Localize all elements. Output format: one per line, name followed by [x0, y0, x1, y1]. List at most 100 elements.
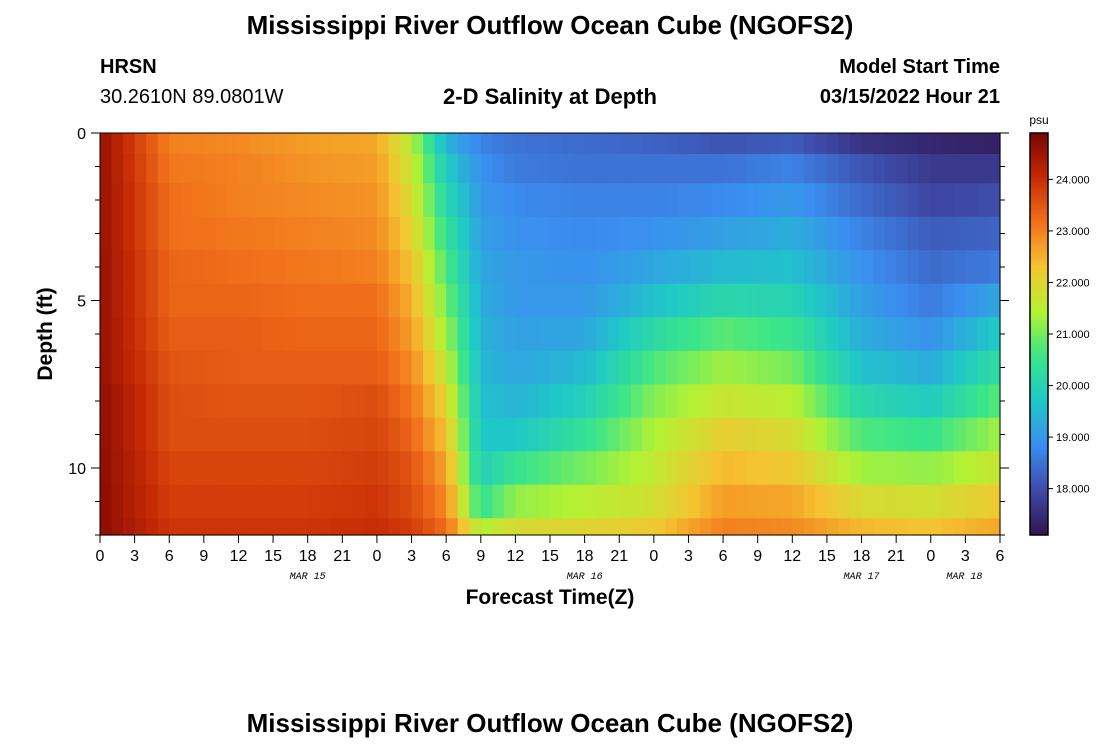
heatmap-cell	[146, 216, 159, 251]
heatmap-cell	[930, 216, 943, 251]
heatmap-cell	[434, 133, 447, 155]
heatmap-cell	[146, 133, 159, 155]
heatmap-cell	[584, 518, 597, 536]
heatmap-cell	[965, 183, 978, 218]
heatmap-cell	[746, 250, 759, 285]
heatmap-cell	[919, 283, 932, 318]
heatmap-cell	[630, 250, 643, 285]
heatmap-cell	[619, 384, 632, 419]
heatmap-cell	[573, 133, 586, 155]
heatmap-cell	[688, 350, 701, 385]
heatmap-cell	[250, 153, 263, 184]
heatmap-cell	[457, 283, 470, 318]
heatmap-cell	[123, 484, 136, 519]
heatmap-cell	[838, 317, 851, 352]
heatmap-cell	[584, 283, 597, 318]
heatmap-cell	[573, 153, 586, 184]
heatmap-cell	[607, 317, 620, 352]
heatmap-cell	[619, 518, 632, 536]
heatmap-cell	[884, 350, 897, 385]
heatmap-cell	[203, 250, 216, 285]
heatmap-cell	[711, 451, 724, 486]
heatmap-cell	[780, 350, 793, 385]
heatmap-cell	[457, 384, 470, 419]
y-tick-label: 10	[68, 461, 86, 478]
heatmap-cell	[907, 518, 920, 536]
heatmap-cell	[861, 153, 874, 184]
heatmap-cell	[976, 216, 990, 251]
heatmap-cell	[642, 183, 655, 218]
heatmap-cell	[884, 283, 897, 318]
heatmap-cell	[976, 283, 990, 318]
heatmap-cell	[700, 183, 713, 218]
heatmap-cell	[896, 153, 909, 184]
x-tick-label: 6	[719, 548, 728, 565]
heatmap-cell	[976, 350, 990, 385]
heatmap-cell	[180, 518, 193, 536]
heatmap-cell	[203, 133, 216, 155]
heatmap-cell	[700, 133, 713, 155]
heatmap-cell	[250, 484, 263, 519]
heatmap-cell	[203, 153, 216, 184]
heatmap-cell	[988, 216, 1001, 251]
heatmap-cell	[434, 417, 447, 452]
heatmap-cell	[607, 153, 620, 184]
heatmap-cell	[907, 153, 920, 184]
heatmap-cell	[388, 153, 401, 184]
heatmap-cell	[169, 283, 182, 318]
colorbar-tick-label: 21.000	[1056, 329, 1090, 341]
heatmap-cell	[769, 250, 782, 285]
heatmap-cell	[526, 216, 540, 251]
heatmap-cell	[734, 384, 747, 419]
heatmap-cell	[307, 216, 320, 251]
heatmap-cell	[676, 216, 690, 251]
heatmap-cell	[711, 417, 724, 452]
x-tick-label: 0	[372, 548, 381, 565]
heatmap-cell	[123, 518, 136, 536]
heatmap-cell	[711, 384, 724, 419]
heatmap-cell	[157, 153, 170, 184]
heatmap-cell	[134, 484, 147, 519]
heatmap-cell	[665, 417, 678, 452]
heatmap-cell	[169, 317, 182, 352]
heatmap-cell	[792, 384, 805, 419]
heatmap-cell	[192, 384, 205, 419]
heatmap-cell	[446, 283, 459, 318]
heatmap-cell	[665, 484, 678, 519]
heatmap-cell	[884, 317, 897, 352]
date-label: MAR 16	[567, 572, 603, 583]
heatmap-cell	[411, 417, 424, 452]
heatmap-cell	[965, 283, 978, 318]
heatmap-cell	[676, 484, 690, 519]
heatmap-cell	[988, 417, 1001, 452]
heatmap-cell	[446, 317, 459, 352]
heatmap-cell	[250, 451, 263, 486]
heatmap-cell	[907, 183, 920, 218]
heatmap-cell	[480, 250, 493, 285]
heatmap-cell	[942, 518, 955, 536]
page-title: Mississippi River Outflow Ocean Cube (NG…	[246, 10, 854, 40]
heatmap-cell	[492, 183, 505, 218]
heatmap-cell	[284, 153, 297, 184]
heatmap-cell	[653, 183, 666, 218]
heatmap-cell	[423, 216, 436, 251]
heatmap-cell	[584, 183, 597, 218]
heatmap-cell	[365, 451, 378, 486]
heatmap-cell	[169, 417, 182, 452]
heatmap-cell	[319, 350, 332, 385]
heatmap-cell	[538, 417, 551, 452]
heatmap-cell	[653, 133, 666, 155]
heatmap-cell	[261, 183, 274, 218]
x-tick-label: 18	[853, 548, 871, 565]
heatmap-cell	[446, 451, 459, 486]
heatmap-cell	[861, 384, 874, 419]
heatmap-cell	[815, 283, 828, 318]
heatmap-cell	[515, 183, 528, 218]
heatmap-cell	[815, 417, 828, 452]
heatmap-cell	[896, 518, 909, 536]
heatmap-cell	[780, 417, 793, 452]
heatmap-cell	[261, 484, 274, 519]
heatmap-cell	[596, 250, 609, 285]
heatmap-cell	[930, 350, 943, 385]
heatmap-cell	[284, 451, 297, 486]
